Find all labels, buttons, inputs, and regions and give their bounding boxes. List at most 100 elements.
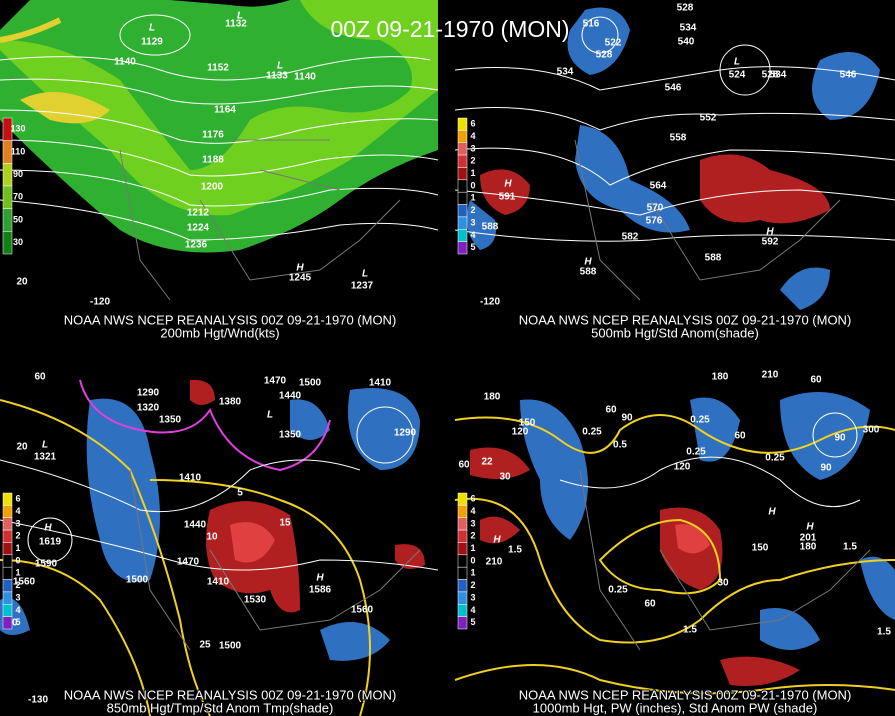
contour-label: 1224 — [187, 223, 210, 234]
contour-label: 588 — [580, 267, 597, 278]
legend-swatch — [457, 566, 468, 580]
contour-label: 0.5 — [613, 440, 627, 451]
legend-swatch — [2, 231, 13, 255]
legend-swatch — [2, 616, 13, 630]
legend-label: 3 — [470, 518, 475, 528]
contour-label: H — [766, 227, 774, 238]
anomaly-positive — [480, 169, 530, 215]
legend-swatch — [2, 163, 13, 187]
contour-label: 300 — [863, 425, 880, 436]
anomaly-positive — [190, 379, 215, 405]
legend-label: 130 — [10, 124, 25, 134]
legend-swatch — [457, 216, 468, 230]
contour-label: 1380 — [219, 397, 242, 408]
contour-label: H — [316, 573, 324, 584]
panel-subtitle: 1000mb Hgt, PW (inches), Std Anom PW (sh… — [533, 700, 818, 715]
contour-label: 201 — [800, 533, 817, 544]
contour-label: 534 — [557, 67, 574, 78]
contour-label: 540 — [678, 37, 695, 48]
contour — [0, 78, 439, 105]
legend-label: 0 — [15, 555, 20, 565]
legend-label: 5 — [470, 242, 475, 252]
anomaly-negative — [780, 267, 830, 310]
contour-label: 522 — [605, 38, 622, 49]
contour-label: 120 — [512, 427, 529, 438]
contour-label: 1133 — [266, 71, 288, 82]
anomaly-positive — [480, 516, 520, 544]
legend-label: 1 — [470, 568, 475, 578]
anomaly-negative — [760, 608, 820, 650]
contour-label: 1586 — [309, 585, 332, 596]
legend-label: 0 — [470, 555, 475, 565]
contour — [559, 456, 861, 508]
legend-swatch — [457, 616, 468, 630]
contour-label: 1140 — [114, 57, 136, 68]
panel-500mb — [454, 7, 895, 310]
anomaly-positive — [700, 154, 830, 224]
contour-label: 1.5 — [683, 625, 697, 636]
legend-swatch — [457, 204, 468, 218]
panel-caption: NOAA NWS NCEP REANALYSIS 00Z 09-21-1970 … — [519, 312, 852, 327]
contour-label: H — [504, 179, 512, 190]
contour-label: 1320 — [137, 403, 160, 414]
anomaly-negative — [812, 52, 880, 120]
legend-swatch — [2, 505, 13, 518]
contour — [454, 66, 895, 91]
contour-label: 570 — [647, 203, 664, 214]
contour — [27, 517, 73, 563]
contour-label: 60 — [734, 431, 746, 442]
contour-label: 1245 — [289, 273, 312, 284]
legend-label: 3 — [470, 592, 475, 602]
contour-label: 1.5 — [877, 627, 891, 638]
contour-label: 1619 — [39, 537, 62, 548]
legend-label: 3 — [470, 143, 475, 153]
legend-label: 4 — [15, 506, 20, 516]
legend-label: 5 — [470, 617, 475, 627]
anomaly-positive — [395, 544, 425, 569]
legend-swatch — [2, 185, 13, 209]
legend-swatch — [2, 542, 13, 556]
contour-label: 576 — [646, 216, 663, 227]
contour-label: 60 — [34, 372, 46, 383]
legend-swatch — [2, 208, 13, 232]
panel-200mb — [0, 0, 439, 301]
legend-label: 3 — [470, 217, 475, 227]
legend-label: 4 — [470, 506, 475, 516]
contour-label: 60 — [810, 375, 822, 386]
panel-caption: NOAA NWS NCEP REANALYSIS 00Z 09-21-1970 … — [64, 687, 397, 702]
contour-label: 1212 — [187, 208, 210, 219]
legend-label: 30 — [13, 237, 23, 247]
temperature-contour — [79, 379, 331, 472]
title: 00Z 09-21-1970 (MON) — [330, 16, 569, 42]
contour-label: 534 — [680, 23, 697, 34]
contour — [119, 14, 191, 56]
contour-label: 1176 — [202, 130, 224, 141]
panel-850mb — [0, 379, 439, 716]
contour-label: L — [267, 410, 273, 421]
legend-swatch — [457, 604, 468, 617]
legend-swatch — [457, 517, 468, 531]
legend-label: 6 — [15, 494, 20, 504]
panel-caption: NOAA NWS NCEP REANALYSIS 00Z 09-21-1970 … — [64, 312, 397, 327]
contour — [0, 56, 431, 81]
contour-label: H — [296, 263, 304, 274]
contour-label: 60 — [605, 405, 617, 416]
legend-label: 2 — [15, 531, 20, 541]
legend-label: 0 — [470, 180, 475, 190]
contour-label: H — [493, 535, 501, 546]
contour-label: 1188 — [202, 155, 224, 166]
contour-label: 1237 — [351, 281, 374, 292]
contour-label: 1.5 — [508, 545, 522, 556]
contour-label: 0.25 — [582, 427, 602, 438]
legend-label: 90 — [13, 169, 23, 179]
legend-label: 2 — [15, 580, 20, 590]
contour-label: 180 — [484, 392, 501, 403]
contour — [454, 107, 895, 131]
legend-swatch — [457, 542, 468, 556]
contour-label: L — [149, 23, 155, 34]
legend-swatch — [457, 229, 468, 242]
contour-label: 1350 — [159, 415, 182, 426]
contour-label: 1410 — [369, 378, 392, 389]
contour-label: 180 — [800, 542, 817, 553]
temperature-contour — [0, 399, 211, 716]
